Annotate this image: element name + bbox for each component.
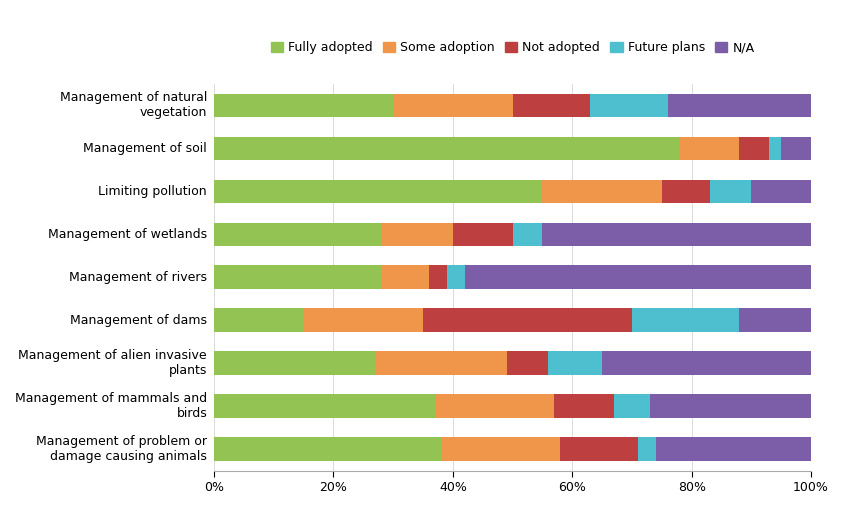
Bar: [662, 180, 710, 203]
Bar: [769, 136, 782, 160]
Bar: [214, 351, 376, 375]
Bar: [739, 136, 769, 160]
Bar: [393, 94, 512, 117]
Bar: [376, 351, 506, 375]
Bar: [650, 394, 811, 418]
Bar: [441, 437, 560, 461]
Bar: [214, 308, 304, 332]
Bar: [214, 266, 381, 289]
Bar: [214, 180, 543, 203]
Bar: [506, 351, 549, 375]
Bar: [214, 94, 393, 117]
Bar: [214, 136, 679, 160]
Bar: [453, 222, 512, 246]
Bar: [423, 308, 632, 332]
Bar: [446, 266, 465, 289]
Bar: [614, 394, 650, 418]
Bar: [679, 136, 739, 160]
Bar: [739, 308, 811, 332]
Bar: [429, 266, 446, 289]
Bar: [381, 266, 429, 289]
Bar: [512, 222, 543, 246]
Bar: [543, 222, 811, 246]
Bar: [782, 136, 811, 160]
Bar: [710, 180, 751, 203]
Bar: [602, 351, 811, 375]
Bar: [638, 437, 656, 461]
Bar: [304, 308, 423, 332]
Bar: [214, 222, 381, 246]
Bar: [214, 394, 435, 418]
Legend: Fully adopted, Some adoption, Not adopted, Future plans, N/A: Fully adopted, Some adoption, Not adopte…: [266, 36, 760, 59]
Bar: [214, 437, 441, 461]
Bar: [632, 308, 739, 332]
Bar: [549, 351, 602, 375]
Bar: [465, 266, 811, 289]
Bar: [381, 222, 453, 246]
Bar: [512, 94, 590, 117]
Bar: [656, 437, 811, 461]
Bar: [555, 394, 614, 418]
Bar: [560, 437, 638, 461]
Bar: [668, 94, 811, 117]
Bar: [751, 180, 811, 203]
Bar: [543, 180, 662, 203]
Bar: [590, 94, 668, 117]
Bar: [435, 394, 555, 418]
